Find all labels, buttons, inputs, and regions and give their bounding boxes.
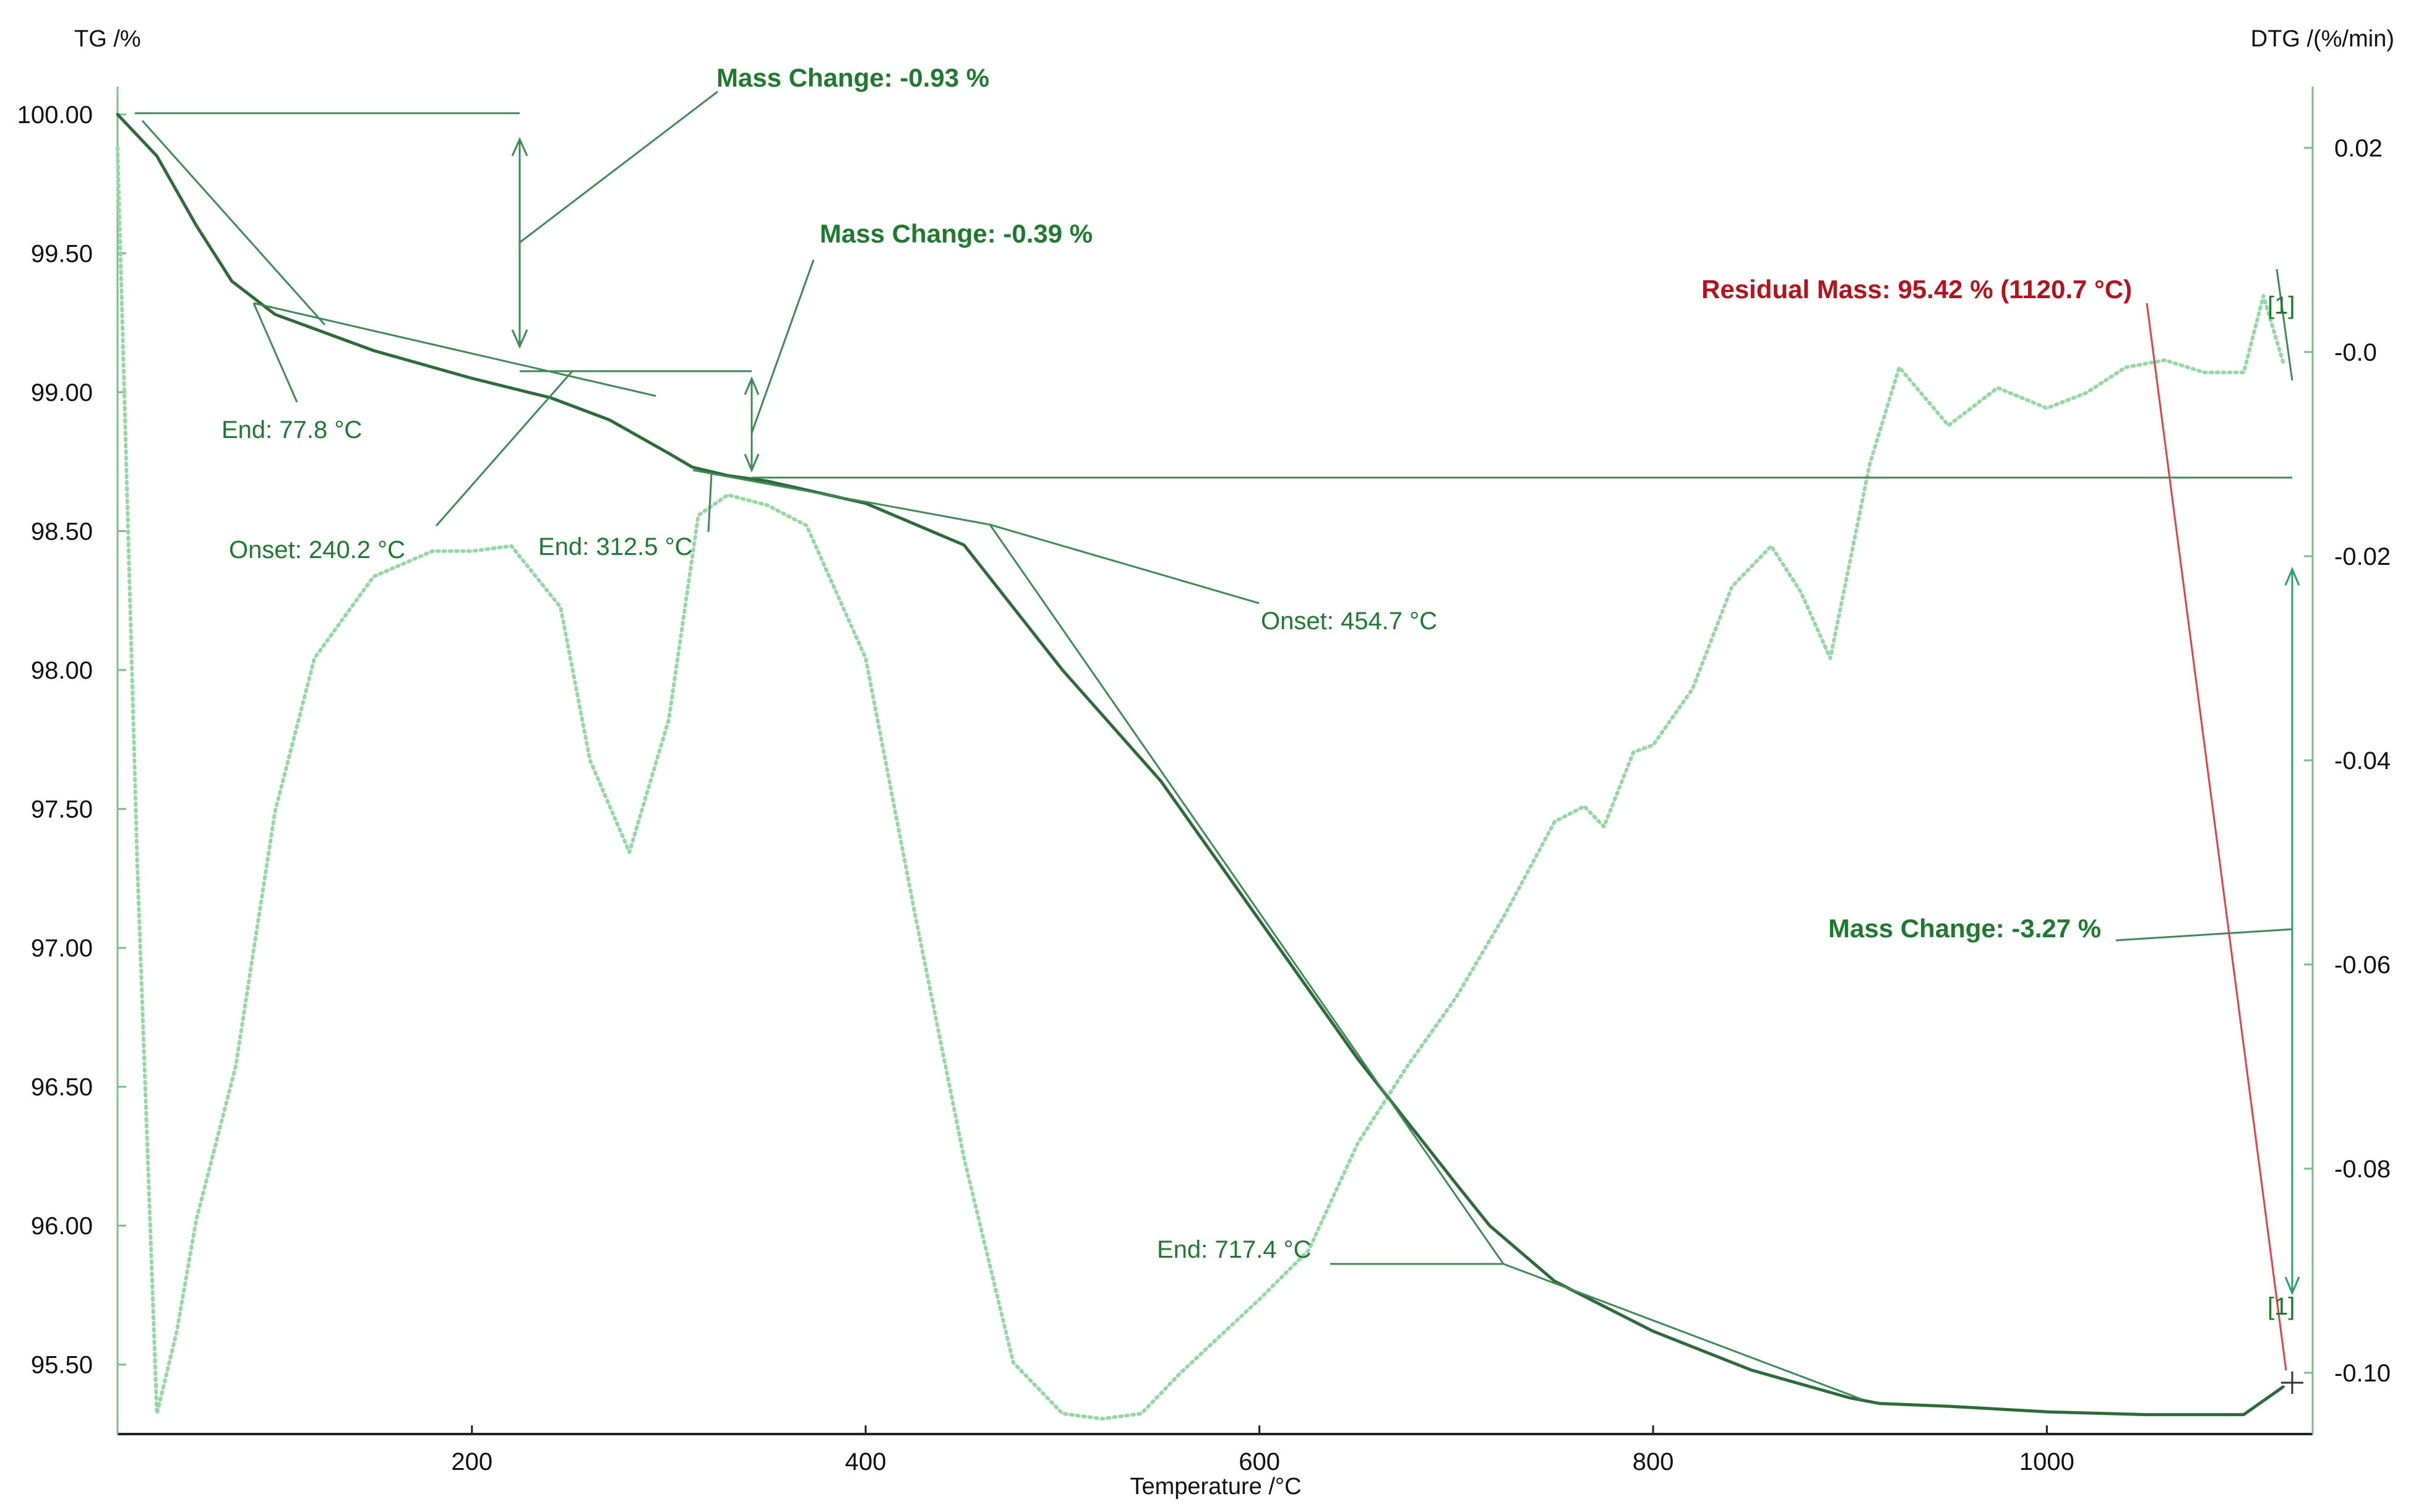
mass-change-2-arrowhead-top [744,376,760,395]
end-1-label: End: 77.8 °C [221,416,362,444]
x-tick-label-2: 600 [1239,1448,1280,1475]
tg-curve [116,113,2285,1417]
tangent-5 [1503,1263,1863,1401]
y-left-tick-label-3: 98.50 [31,518,93,546]
tangent-4 [989,524,1505,1265]
y-right-tick-label-0: 0.02 [2334,135,2383,162]
x-axis-title: Temperature /°C [1130,1474,1301,1500]
x-tick-label-3: 800 [1633,1448,1674,1475]
tangent-3 [692,469,991,526]
y-left-tick-label-2: 99.00 [31,379,93,406]
residual-mass-label: Residual Mass: 95.42 % (1120.7 °C) [1701,275,2132,304]
evaluation-lines [135,90,2293,1401]
y-left-tick-label-6: 97.00 [31,935,93,962]
end-2-label: End: 312.5 °C [538,533,693,561]
mass-change-2-label: Mass Change: -0.39 % [820,219,1093,248]
y-left-tick-label-0: 100.00 [17,101,93,129]
y-left-axis-title: TG /% [74,26,141,52]
marker-bottom-label: [1] [2267,1293,2295,1320]
y-left-tick-label-7: 96.50 [31,1074,93,1101]
mass-change-1-leader [519,90,718,244]
y-right-axis-title: DTG /(%/min) [2251,26,2394,52]
mass-change-2-arrowhead-bottom [744,453,760,473]
x-tick-label-1: 400 [845,1448,887,1475]
x-tick-label-4: 1000 [2019,1448,2074,1475]
y-left-tick-label-8: 96.00 [31,1213,93,1240]
onset-2-leader [989,523,1260,604]
tangent-2 [253,302,656,397]
axis-ticks: 200 400 600 800 1000 100.00 99.50 99.00 98.50 98.… [17,101,2391,1475]
onset-2-label: Onset: 454.7 °C [1261,608,1437,635]
tg-curve-group [116,113,2285,1417]
mass-change-3-leader [2115,928,2293,942]
dtg-curve [116,146,2285,1421]
y-right-tick-label-1: -0.0 [2334,339,2377,366]
y-left-tick-label-9: 95.50 [31,1352,93,1379]
end-3-label: End: 717.4 °C [1157,1236,1312,1263]
mass-change-2-leader [750,259,815,434]
y-left-tick-label-5: 97.50 [31,796,93,823]
onset-1-label: Onset: 240.2 °C [229,536,405,564]
residual-mass-crosshair [2281,1372,2303,1394]
marker-top-leader [2276,268,2293,381]
mass-change-1-arrowhead-top [511,137,528,157]
mass-change-3-label: Mass Change: -3.27 % [1828,914,2101,943]
residual-mass-leader [2146,303,2287,1371]
mass-change-3-bracket [2284,567,2300,1295]
mass-change-3-arrowhead-bottom [2284,1276,2300,1295]
y-right-tick-label-3: -0.04 [2334,747,2391,775]
y-right-tick-label-6: -0.10 [2334,1360,2391,1387]
mass-change-1-arrowhead-bottom [511,329,528,349]
y-right-tick-label-2: -0.02 [2334,543,2391,570]
dtg-curve-group [116,146,2285,1421]
end-1-leader [252,303,298,403]
y-left-tick-label-1: 99.50 [31,240,93,267]
y-left-tick-label-4: 98.00 [31,657,93,684]
marker-top-label: [1] [2267,292,2295,319]
onset-1-leader [435,371,574,526]
y-right-tick-label-4: -0.06 [2334,951,2391,979]
x-tick-label-0: 200 [451,1448,492,1475]
tangent-1 [141,120,326,325]
mass-change-3-arrowhead-top [2284,567,2300,586]
end-2-leader [707,473,713,533]
mass-change-1-label: Mass Change: -0.93 % [716,63,989,92]
y-right-tick-label-5: -0.08 [2334,1156,2391,1183]
